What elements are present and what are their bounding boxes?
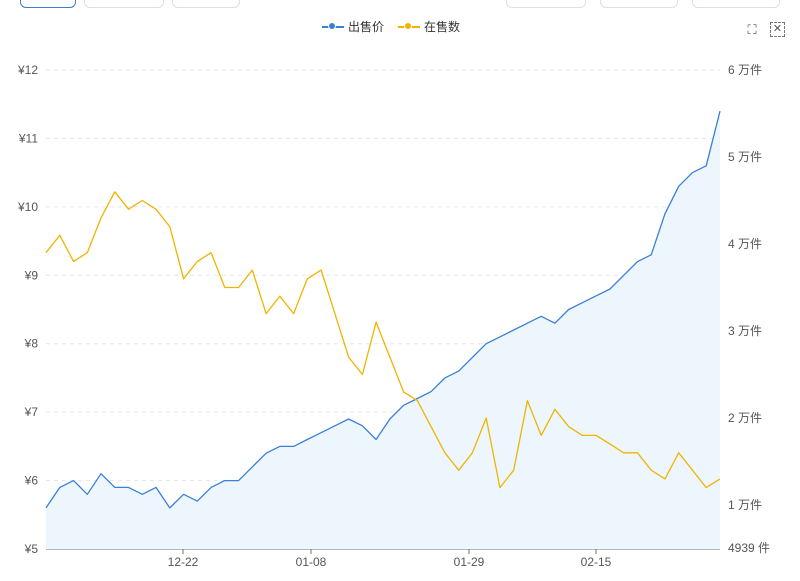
legend-item-stock[interactable]: 在售数 [398, 18, 460, 35]
y-left-tick-label: ¥5 [24, 542, 39, 556]
x-tick-label: 01-29 [454, 555, 485, 569]
y-right-tick-label: 3 万件 [728, 324, 762, 338]
zoom-reset-icon[interactable]: ✕ [770, 22, 785, 37]
y-left-tick-label: ¥7 [24, 405, 39, 419]
y-right-tick-label: 5 万件 [728, 150, 762, 164]
y-right-tick-label: 1 万件 [728, 498, 762, 512]
x-tick-label: 12-22 [168, 555, 199, 569]
y-left-tick-label: ¥11 [18, 131, 38, 145]
y-right-tick-label: 4939 件 [728, 541, 770, 555]
y-left-tick-label: ¥6 [24, 474, 39, 488]
y-left-tick-label: ¥12 [17, 63, 38, 77]
y-left-tick-label: ¥8 [24, 337, 39, 351]
y-right-tick-label: 4 万件 [728, 237, 762, 251]
x-tick-label: 01-08 [296, 555, 327, 569]
series-price-area [46, 111, 720, 549]
legend-item-price[interactable]: 出售价 [322, 18, 384, 35]
chart-legend: 出售价 在售数 [322, 18, 460, 35]
zoom-select-icon[interactable]: ⛶ [747, 22, 757, 37]
series-stock-line [45, 191, 721, 489]
legend-marker-price [322, 21, 344, 33]
y-left-tick-label: ¥10 [17, 200, 38, 214]
filter-button-1[interactable] [20, 0, 76, 8]
filter-button-2[interactable] [84, 0, 164, 8]
filter-button-3[interactable] [172, 0, 240, 8]
option-button-3[interactable] [692, 0, 780, 8]
legend-label-stock: 在售数 [424, 20, 461, 34]
y-left-tick-label: ¥9 [24, 268, 39, 282]
series-price-line [45, 110, 721, 509]
x-tick-label: 02-15 [581, 555, 612, 569]
y-right-tick-label: 6 万件 [728, 63, 762, 77]
option-button-1[interactable] [506, 0, 586, 8]
option-button-2[interactable] [600, 0, 678, 8]
y-right-tick-label: 2 万件 [728, 411, 762, 425]
legend-label-price: 出售价 [348, 20, 385, 34]
legend-marker-stock [398, 21, 421, 33]
